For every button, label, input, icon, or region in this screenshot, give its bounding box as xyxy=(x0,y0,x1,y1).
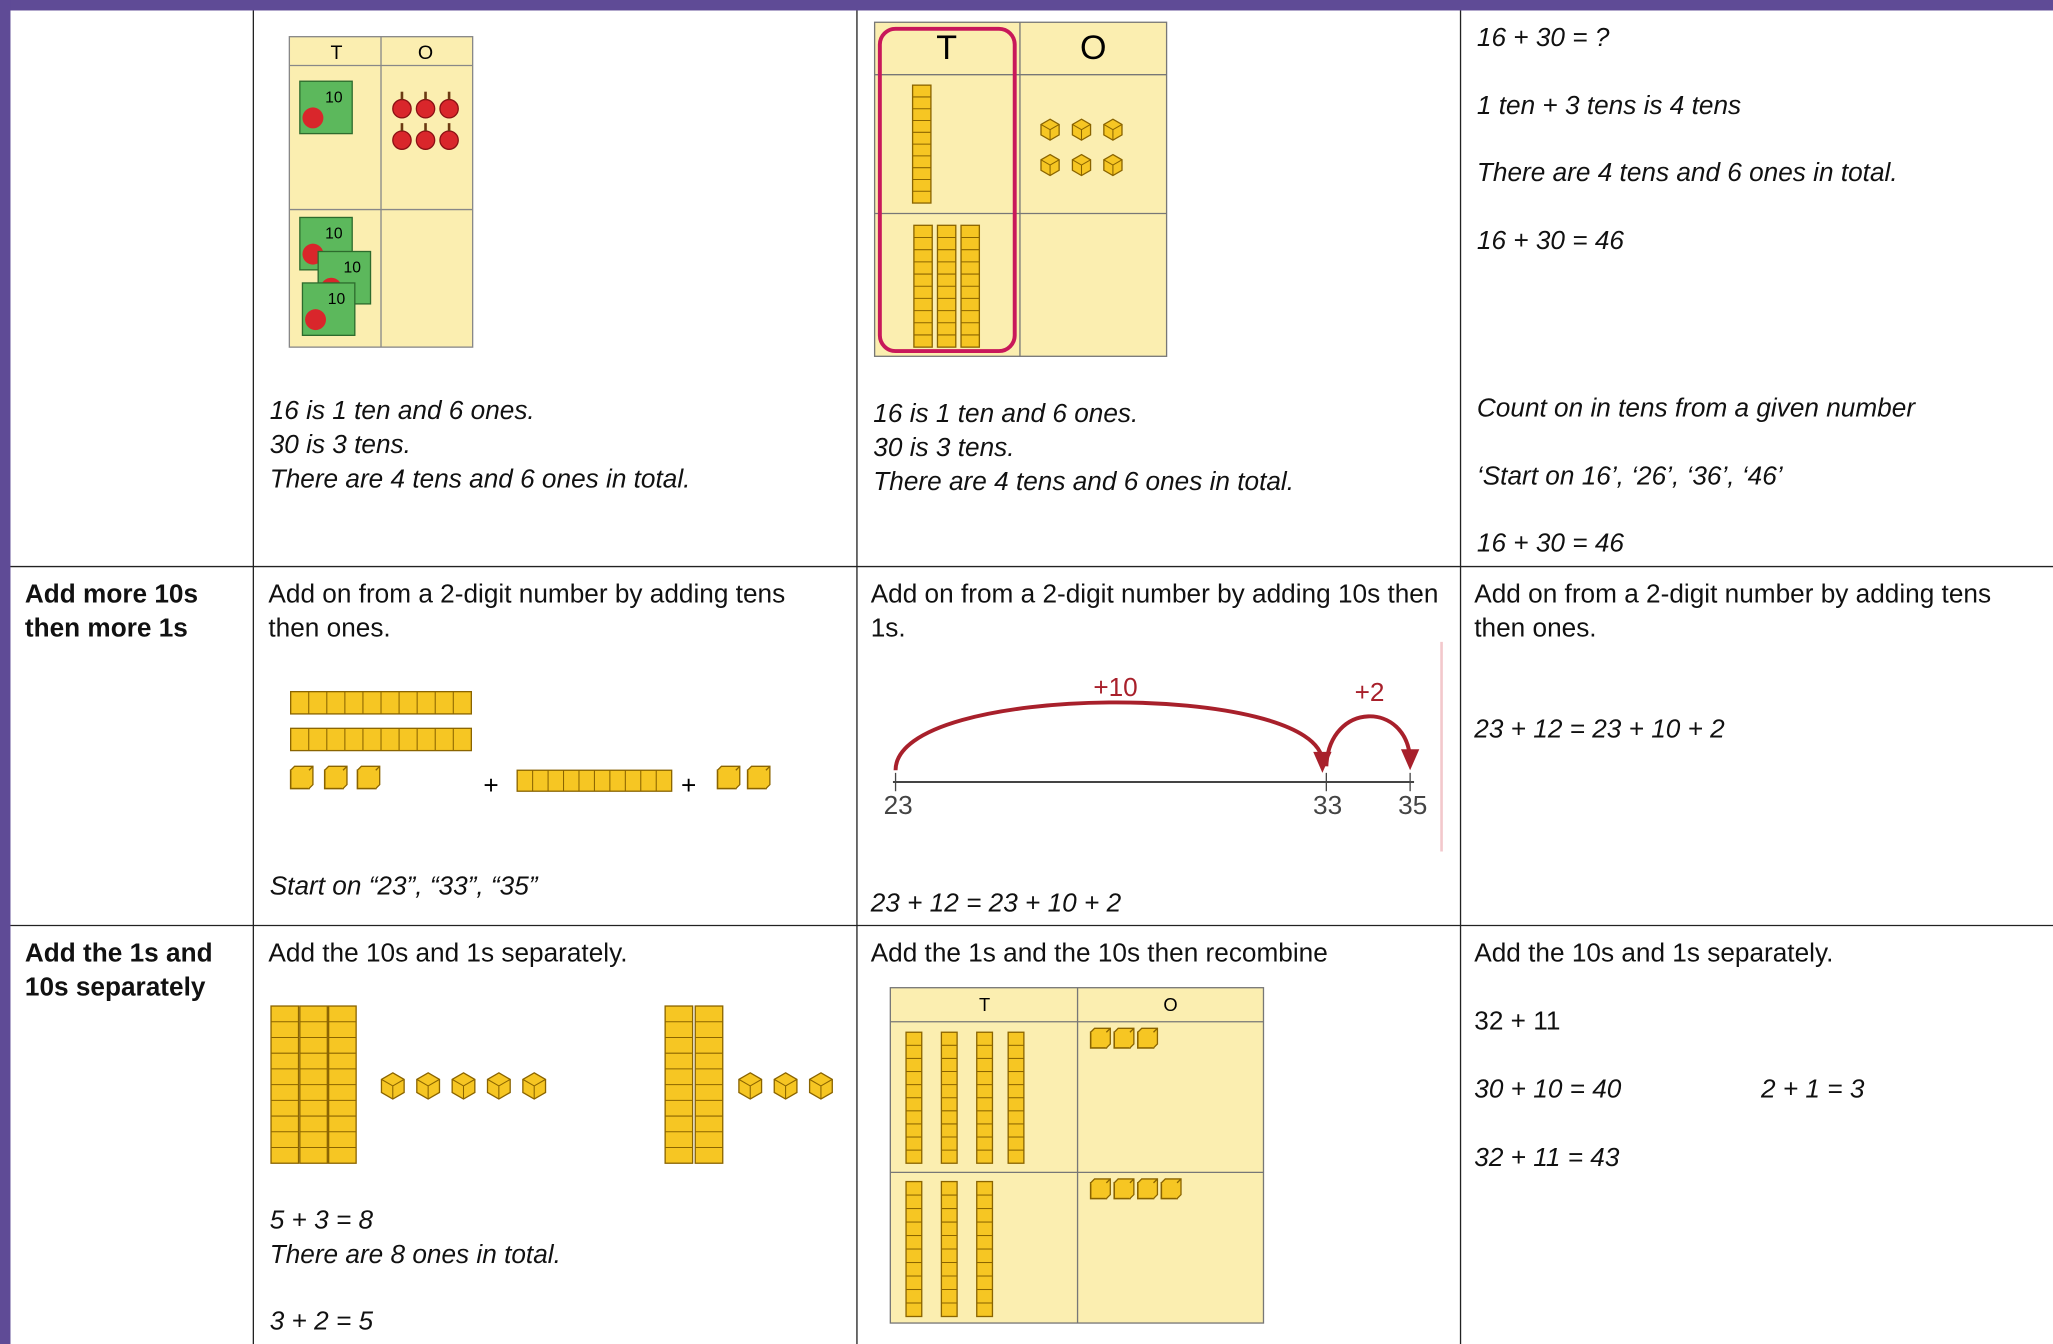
text-line: 3 + 2 = 5 xyxy=(269,1307,374,1337)
text-line: 16 + 30 = 46 xyxy=(1476,529,1624,559)
cube-edge xyxy=(1137,1027,1159,1049)
cube-edge xyxy=(1137,1178,1159,1200)
cell-text: Add on from a 2-digit number by adding t… xyxy=(1474,580,1992,644)
cube-edge xyxy=(1040,159,1060,176)
cube-edge xyxy=(356,765,381,790)
cube-edge xyxy=(1113,1178,1135,1200)
cell-text: Add the 1s and the 10s then recombine xyxy=(870,939,1328,969)
text-line: 23 + 12 = 23 + 10 + 2 xyxy=(870,889,1122,919)
box-label: 10 xyxy=(343,260,361,277)
left-border xyxy=(0,0,11,1344)
text-line: 32 + 11 = 43 xyxy=(1474,1143,1620,1173)
apple xyxy=(305,309,327,331)
cube-edge xyxy=(747,765,771,790)
text-line: There are 4 tens and 6 ones in total. xyxy=(873,467,1295,497)
cube-edge xyxy=(451,1078,476,1100)
row-heading: Add the 1s and 10s separately xyxy=(24,939,213,1003)
cube-edge xyxy=(1103,123,1123,141)
plus-sign: + xyxy=(483,770,498,800)
cell-text: Add the 10s and 1s separately. xyxy=(268,939,628,969)
cube-edge xyxy=(809,1078,833,1100)
cell-text: Add the 10s and 1s separately. xyxy=(1474,939,1834,969)
box-label: 10 xyxy=(328,291,346,308)
apple xyxy=(439,130,459,150)
apple xyxy=(415,98,436,119)
cell-text: Add on from a 2-digit number by adding t… xyxy=(268,580,786,644)
apple xyxy=(439,98,459,119)
text-line: 2 + 1 = 3 xyxy=(1761,1075,1865,1105)
cube-edge xyxy=(381,1078,405,1100)
text-line: 16 is 1 ten and 6 ones. xyxy=(873,399,1139,429)
header: T xyxy=(936,29,957,67)
base-ten-blocks xyxy=(270,84,1182,1318)
cube-edge xyxy=(1072,159,1091,176)
mark-label: 23 xyxy=(884,790,913,820)
apple xyxy=(302,107,324,129)
plus-sign: + xyxy=(681,770,696,800)
text-line: 32 + 11 xyxy=(1474,1007,1561,1037)
cube-edge xyxy=(1103,159,1123,176)
top-border xyxy=(0,0,2053,11)
jump-label: +10 xyxy=(1093,672,1137,702)
jump-label: +2 xyxy=(1355,677,1385,707)
header: O xyxy=(418,42,433,64)
cube-edge xyxy=(738,1078,762,1100)
header: T xyxy=(979,994,990,1015)
apple xyxy=(392,130,412,150)
header: O xyxy=(1163,994,1177,1015)
mark-label: 33 xyxy=(1313,790,1342,820)
header: T xyxy=(330,42,342,64)
text-line: 23 + 12 = 23 + 10 + 2 xyxy=(1474,715,1725,745)
cube-edge xyxy=(1090,1178,1111,1200)
text-line: There are 8 ones in total. xyxy=(269,1240,561,1270)
cube-edge xyxy=(487,1078,511,1100)
cube-edge xyxy=(717,765,741,790)
cell-text: Add on from a 2-digit number by adding 1… xyxy=(870,580,1439,644)
number-line: +10 +2 23 33 35 xyxy=(884,641,1443,852)
cube-edge xyxy=(1040,123,1060,141)
header: O xyxy=(1080,29,1106,67)
cube-edge xyxy=(324,765,348,790)
text-line: 16 + 30 = ? xyxy=(1476,23,1610,53)
apple xyxy=(415,130,436,150)
row-heading: Add more 10s then more 1s xyxy=(24,580,199,644)
box-label: 10 xyxy=(325,89,343,106)
text-line: 30 is 3 tens. xyxy=(269,430,411,460)
text-line: 5 + 3 = 8 xyxy=(269,1206,374,1236)
apple xyxy=(392,98,412,119)
text-line: There are 4 tens and 6 ones in total. xyxy=(1476,158,1898,188)
text-line: 30 is 3 tens. xyxy=(873,433,1015,463)
mark-label: 35 xyxy=(1398,790,1427,820)
cube-edge xyxy=(416,1078,440,1100)
grid xyxy=(10,10,2053,1344)
cube-edge xyxy=(1090,1027,1111,1049)
cube-edge xyxy=(290,765,314,790)
text-line: ‘Start on 16’, ‘26’, ‘36’, ‘46’ xyxy=(1476,462,1783,492)
cube-edge xyxy=(773,1078,798,1100)
cube-edge xyxy=(1113,1027,1135,1049)
cube-edge xyxy=(522,1078,546,1100)
text-line: There are 4 tens and 6 ones in total. xyxy=(269,465,691,494)
text-line: 30 + 10 = 40 xyxy=(1474,1075,1622,1105)
cube-edge xyxy=(1160,1178,1182,1200)
text-line: 16 is 1 ten and 6 ones. xyxy=(269,396,535,426)
text-line: 16 + 30 = 46 xyxy=(1476,226,1624,256)
box-label: 10 xyxy=(325,226,343,243)
text-line: 1 ten + 3 tens is 4 tens xyxy=(1476,91,1742,121)
cube-edge xyxy=(1072,123,1091,141)
text-line: Start on “23”, “33”, “35” xyxy=(269,872,538,902)
text-line: Count on in tens from a given number xyxy=(1476,394,1916,424)
